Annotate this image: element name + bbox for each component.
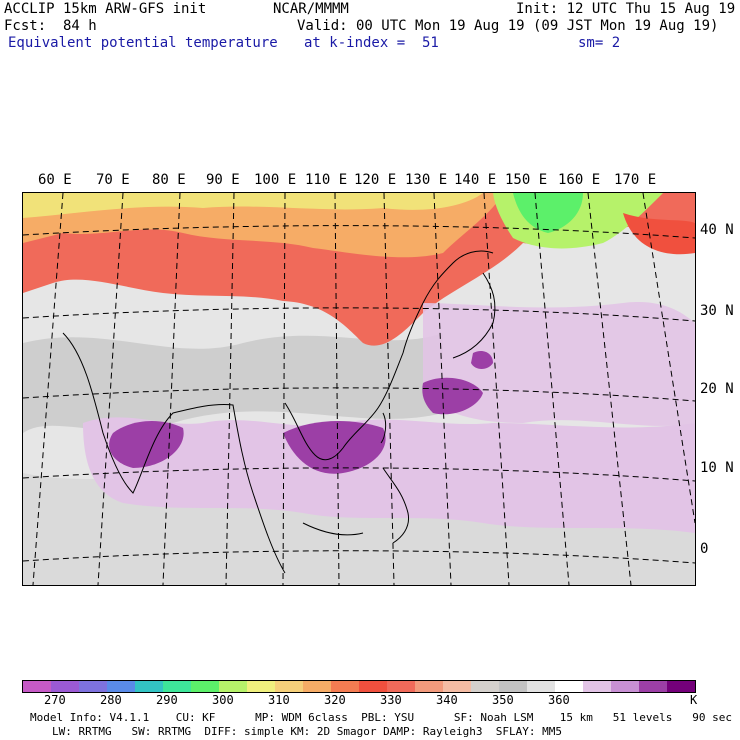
lat-label-20n: 20 N	[700, 381, 734, 397]
colorbar-swatch-12	[359, 681, 387, 692]
colorbar-swatch-23	[667, 681, 695, 692]
map-field	[23, 193, 695, 585]
colorbar-swatch-22	[639, 681, 667, 692]
colorbar-label-340: 340	[436, 693, 458, 707]
field-name: Equivalent potential temperature	[8, 35, 278, 51]
colorbar-swatch-6	[191, 681, 219, 692]
colorbar-swatch-4	[135, 681, 163, 692]
smoothing-label: sm= 2	[578, 35, 621, 51]
colorbar-swatch-21	[611, 681, 639, 692]
colorbar-swatch-18	[527, 681, 555, 692]
forecast-hour: Fcst: 84 h	[4, 18, 97, 34]
colorbar-label-360: 360	[548, 693, 570, 707]
lon-label-60e: 60 E	[38, 172, 72, 188]
lon-label-70e: 70 E	[96, 172, 130, 188]
lon-label-130e: 130 E	[405, 172, 448, 188]
lon-label-140e: 140 E	[454, 172, 497, 188]
colorbar	[22, 680, 696, 693]
lon-label-150e: 150 E	[505, 172, 548, 188]
init-time: Init: 12 UTC Thu 15 Aug 19	[516, 1, 736, 17]
colorbar-swatch-1	[51, 681, 79, 692]
lat-label-40n: 40 N	[700, 222, 734, 238]
colorbar-swatch-20	[583, 681, 611, 692]
colorbar-label-310: 310	[268, 693, 290, 707]
lon-label-120e: 120 E	[354, 172, 397, 188]
colorbar-swatch-16	[471, 681, 499, 692]
colorbar-swatch-0	[23, 681, 51, 692]
lon-label-170e: 170 E	[614, 172, 657, 188]
model-title: ACCLIP 15km ARW-GFS init	[4, 1, 207, 17]
colorbar-label-290: 290	[156, 693, 178, 707]
lon-label-100e: 100 E	[254, 172, 297, 188]
colorbar-swatch-10	[303, 681, 331, 692]
lat-label-10n: 10 N	[700, 460, 734, 476]
lat-label-30n: 30 N	[700, 303, 734, 319]
colorbar-label-330: 330	[380, 693, 402, 707]
colorbar-swatch-5	[163, 681, 191, 692]
colorbar-label-320: 320	[324, 693, 346, 707]
colorbar-swatch-15	[443, 681, 471, 692]
organization: NCAR/MMMM	[273, 1, 349, 17]
colorbar-swatch-2	[79, 681, 107, 692]
colorbar-swatch-9	[275, 681, 303, 692]
level-label: at k-index = 51	[304, 35, 439, 51]
colorbar-label-270: 270	[44, 693, 66, 707]
colorbar-unit: K	[690, 693, 698, 707]
model-info-line1: Model Info: V4.1.1 CU: KF MP: WDM 6class…	[30, 711, 732, 724]
colorbar-swatch-17	[499, 681, 527, 692]
colorbar-swatch-14	[415, 681, 443, 692]
colorbar-label-300: 300	[212, 693, 234, 707]
colorbar-swatch-19	[555, 681, 583, 692]
colorbar-swatch-3	[107, 681, 135, 692]
lon-label-110e: 110 E	[305, 172, 348, 188]
colorbar-label-280: 280	[100, 693, 122, 707]
theta-e-map	[22, 192, 696, 586]
lon-label-90e: 90 E	[206, 172, 240, 188]
colorbar-label-350: 350	[492, 693, 514, 707]
colorbar-swatch-8	[247, 681, 275, 692]
colorbar-swatch-7	[219, 681, 247, 692]
colorbar-swatch-13	[387, 681, 415, 692]
lon-label-160e: 160 E	[558, 172, 601, 188]
model-info-line2: LW: RRTMG SW: RRTMG DIFF: simple KM: 2D …	[52, 725, 562, 738]
colorbar-swatch-11	[331, 681, 359, 692]
lon-label-80e: 80 E	[152, 172, 186, 188]
valid-time: Valid: 00 UTC Mon 19 Aug 19 (09 JST Mon …	[297, 18, 719, 34]
lat-label-0: 0	[700, 541, 709, 557]
